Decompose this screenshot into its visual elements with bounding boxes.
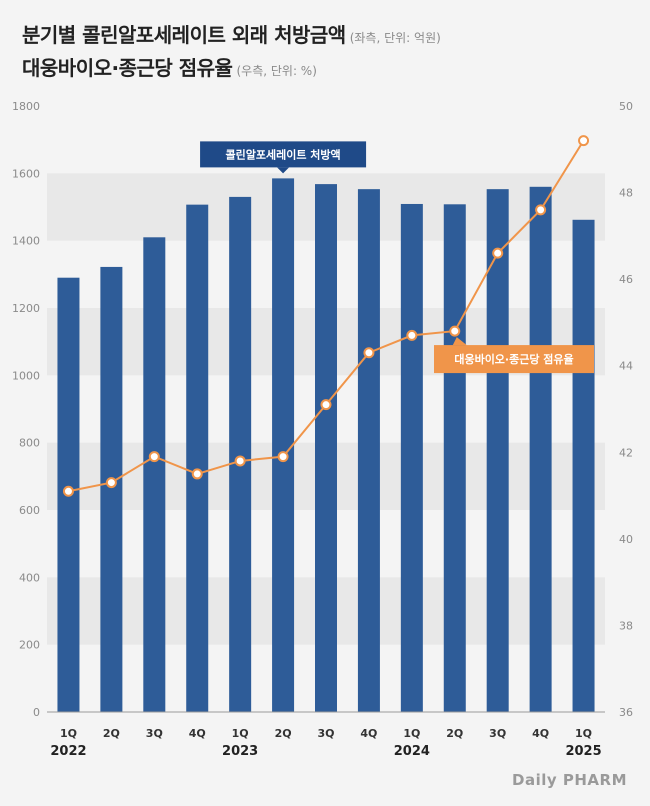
x-year-label: 2025 — [565, 744, 601, 759]
line-point — [492, 247, 504, 259]
x-tick-label: 2Q — [103, 727, 120, 740]
x-tick-label: 2Q — [446, 727, 463, 740]
bar — [100, 266, 123, 712]
bar — [400, 203, 423, 712]
title-line-1-text: 분기별 콜린알포세레이트 외래 처방금액 — [22, 23, 346, 47]
y-right-tick-label: 44 — [619, 360, 633, 373]
line-point — [406, 329, 418, 341]
x-axis-labels: 1Q 2Q 3Q 4Q 1Q 2Q 3Q 4Q 1Q 2Q 3Q 4Q 1Q 2022 2023 2024 20… — [50, 727, 601, 759]
y-left-tick-label: 1600 — [12, 167, 40, 180]
line-series — [62, 135, 590, 497]
y-right-tick-label: 42 — [619, 446, 633, 459]
x-year-label: 2023 — [222, 744, 258, 759]
line-series-label: 대웅바이오·종근당 점유율 — [454, 352, 573, 366]
y-right-tick-label: 38 — [619, 619, 633, 632]
y-left-tick-label: 800 — [19, 437, 40, 450]
bar-series-label-box — [200, 141, 367, 168]
bar — [529, 186, 552, 713]
right-axis-ticks: 36 38 40 42 44 46 48 50 — [619, 100, 633, 719]
line-series-callout: 대웅바이오·종근당 점유율 — [434, 337, 594, 374]
y-left-tick-label: 400 — [19, 571, 40, 584]
y-right-tick-label: 50 — [619, 100, 633, 113]
y-left-tick-label: 1400 — [12, 235, 40, 248]
x-tick-label: 3Q — [489, 727, 506, 740]
left-axis-ticks: 0 200 400 600 800 1000 1200 1400 1600 1800 — [12, 100, 40, 719]
line-point — [105, 477, 117, 489]
bar — [486, 189, 509, 712]
y-left-tick-label: 200 — [19, 639, 40, 652]
bar-series-callout: 콜린알포세레이트 처방액 — [200, 141, 367, 174]
x-tick-label: 1Q — [403, 727, 420, 740]
x-tick-label: 4Q — [532, 727, 549, 740]
y-left-tick-label: 0 — [33, 706, 40, 719]
x-tick-label: 1Q — [60, 727, 77, 740]
x-tick-label: 3Q — [146, 727, 163, 740]
bar — [229, 196, 252, 712]
y-right-tick-label: 48 — [619, 187, 633, 200]
x-tick-label: 1Q — [575, 727, 592, 740]
x-year-label: 2022 — [50, 744, 86, 759]
brand-logo: Daily PHARM — [512, 771, 627, 789]
line-point — [578, 135, 590, 147]
y-left-tick-label: 1200 — [12, 302, 40, 315]
title-line-2: 대웅바이오·종근당 점유율 (우측, 단위: %) — [22, 53, 441, 86]
bar — [357, 189, 380, 712]
line-point — [148, 451, 160, 463]
x-tick-label: 3Q — [317, 727, 334, 740]
bar-series-label: 콜린알포세레이트 처방액 — [225, 147, 340, 161]
title-line-2-text: 대웅바이오·종근당 점유율 — [22, 56, 233, 80]
y-left-tick-label: 1800 — [12, 100, 40, 113]
x-tick-label: 2Q — [275, 727, 292, 740]
y-left-tick-label: 1000 — [12, 369, 40, 382]
x-tick-label: 1Q — [232, 727, 249, 740]
bar-series-label-pointer — [277, 167, 290, 174]
x-tick-label: 4Q — [189, 727, 206, 740]
bar — [443, 204, 466, 712]
brand-text: Daily PHARM — [512, 771, 627, 789]
x-year-label: 2024 — [394, 744, 430, 759]
title-line-1: 분기별 콜린알포세레이트 외래 처방금액 (좌측, 단위: 억원) — [22, 20, 441, 53]
line-point — [449, 325, 461, 337]
line-point — [363, 347, 375, 359]
bar — [143, 237, 166, 713]
y-right-tick-label: 46 — [619, 273, 633, 286]
line-point — [62, 485, 74, 497]
line-point — [191, 468, 203, 480]
bar-series — [57, 178, 595, 713]
line-series-label-box — [434, 345, 594, 374]
bar — [186, 204, 209, 713]
y-left-tick-label: 600 — [19, 504, 40, 517]
line-point — [320, 399, 332, 411]
title-line-1-note: (좌측, 단위: 억원) — [349, 31, 441, 45]
x-tick-label: 4Q — [360, 727, 377, 740]
bar — [572, 219, 595, 712]
title-line-2-note: (우측, 단위: %) — [236, 64, 317, 78]
series-callouts: 콜린알포세레이트 처방액 대웅바이오·종근당 점유율 — [200, 141, 594, 374]
y-right-tick-label: 40 — [619, 533, 633, 546]
bar — [315, 184, 337, 712]
line-series-label-pointer — [452, 337, 467, 346]
chart-title: 분기별 콜린알포세레이트 외래 처방금액 (좌측, 단위: 억원) 대웅바이오·종… — [22, 20, 441, 86]
line-point — [535, 204, 547, 216]
y-right-tick-label: 36 — [619, 706, 633, 719]
line-point — [277, 451, 289, 463]
line-point — [234, 455, 246, 467]
bar — [272, 178, 295, 713]
